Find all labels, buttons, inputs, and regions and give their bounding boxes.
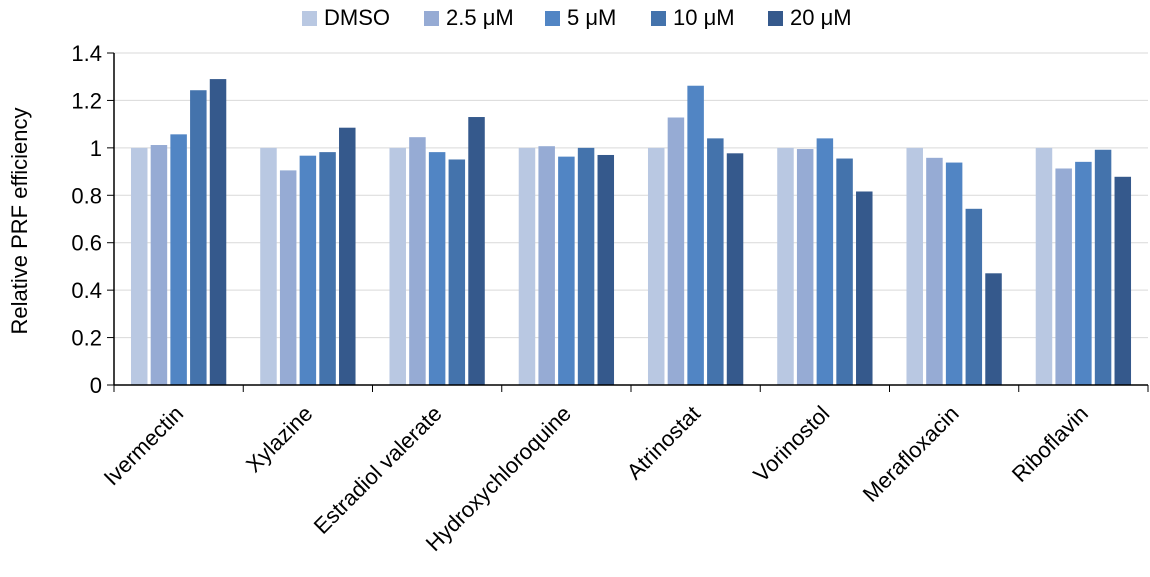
- bars-group: [130, 79, 1132, 386]
- bar-xylazine-4: [339, 127, 356, 385]
- bar-estradiol-valerate-0: [389, 147, 406, 385]
- bar-xylazine-3: [319, 152, 336, 385]
- bar-ivermectin-1: [150, 145, 168, 385]
- bar-vorinostol-3: [836, 158, 853, 385]
- legend-label-2-5um: 2.5 μM: [446, 5, 514, 30]
- x-tick-label: Riboflavin: [1007, 401, 1093, 487]
- legend-item-2-5um: 2.5 μM: [424, 2, 514, 34]
- bar-merafloxacin-2: [945, 162, 963, 385]
- bar-hydroxychloroquine-2: [558, 156, 575, 385]
- legend-swatch-5um: [545, 10, 560, 26]
- legend-swatch-dmso: [302, 10, 317, 26]
- bar-riboflavin-0: [1035, 147, 1053, 385]
- x-tick-label: Atrinostat: [622, 401, 705, 484]
- bar-riboflavin-2: [1075, 161, 1092, 385]
- bar-atrinostat-1: [667, 117, 685, 385]
- bar-vorinostol-2: [816, 138, 834, 385]
- bar-atrinostat-2: [687, 85, 704, 386]
- legend-label-dmso: DMSO: [324, 5, 390, 30]
- bar-hydroxychloroquine-4: [597, 154, 615, 385]
- x-tick-label: Estradiol valerate: [309, 401, 447, 539]
- bar-riboflavin-4: [1114, 176, 1132, 385]
- bar-atrinostat-3: [707, 138, 724, 385]
- x-tick-label: Xylazine: [241, 401, 317, 477]
- bar-vorinostol-1: [796, 149, 814, 385]
- y-tick-label: 0.4: [71, 278, 102, 303]
- legend-label-20um: 20 μM: [790, 5, 852, 30]
- x-tick-label: Vorinostol: [748, 401, 834, 487]
- y-tick-label: 0.6: [71, 231, 102, 256]
- y-tick-label: 1: [90, 136, 102, 161]
- bar-ivermectin-2: [170, 134, 187, 385]
- y-tick-label: 0: [90, 373, 102, 398]
- legend-label-5um: 5 μM: [567, 5, 617, 30]
- bar-vorinostol-4: [856, 191, 873, 385]
- bar-hydroxychloroquine-1: [538, 146, 555, 385]
- legend-item-20um: 20 μM: [768, 2, 852, 34]
- x-tick-label: Merafloxacin: [858, 401, 964, 507]
- bar-xylazine-1: [279, 170, 297, 385]
- bar-estradiol-valerate-1: [409, 137, 426, 385]
- bar-riboflavin-3: [1094, 149, 1112, 385]
- y-tick-labels: 0 0.2 0.4 0.6 0.8 1 1.2 1.4: [71, 41, 114, 398]
- chart-legend: DMSO 2.5 μM 5 μM 10 μM 20 μM: [0, 2, 1150, 34]
- bar-estradiol-valerate-4: [468, 117, 485, 386]
- y-tick-label: 1.4: [71, 41, 102, 66]
- legend-label-10um: 10 μM: [673, 5, 735, 30]
- bar-ivermectin-0: [130, 147, 148, 385]
- bar-hydroxychloroquine-3: [577, 147, 595, 385]
- y-tick-label: 1.2: [71, 88, 102, 113]
- bar-estradiol-valerate-2: [428, 152, 446, 385]
- x-tick-label: Hydroxychloroquine: [421, 401, 576, 556]
- legend-item-10um: 10 μM: [651, 2, 735, 34]
- bar-vorinostol-0: [777, 147, 794, 385]
- bar-merafloxacin-0: [906, 147, 923, 385]
- bar-merafloxacin-3: [965, 208, 983, 385]
- bar-merafloxacin-1: [926, 157, 943, 385]
- legend-swatch-20um: [768, 10, 783, 26]
- bar-hydroxychloroquine-0: [518, 147, 536, 385]
- bar-atrinostat-0: [647, 147, 665, 385]
- y-axis-label: Relative PRF efficiency: [7, 107, 32, 334]
- bar-ivermectin-3: [190, 90, 207, 385]
- bar-riboflavin-1: [1055, 168, 1072, 385]
- bar-xylazine-2: [299, 155, 317, 385]
- bar-ivermectin-4: [209, 79, 227, 385]
- legend-swatch-2-5um: [424, 10, 439, 26]
- bar-atrinostat-4: [726, 153, 744, 385]
- x-tick-label: Ivermectin: [99, 401, 188, 490]
- bar-xylazine-0: [260, 147, 277, 385]
- bar-merafloxacin-4: [985, 273, 1002, 385]
- bar-estradiol-valerate-3: [448, 159, 466, 385]
- legend-swatch-10um: [651, 10, 666, 26]
- legend-item-dmso: DMSO: [302, 2, 390, 34]
- y-tick-label: 0.8: [71, 183, 102, 208]
- y-tick-label: 0.2: [71, 326, 102, 351]
- legend-item-5um: 5 μM: [545, 2, 616, 34]
